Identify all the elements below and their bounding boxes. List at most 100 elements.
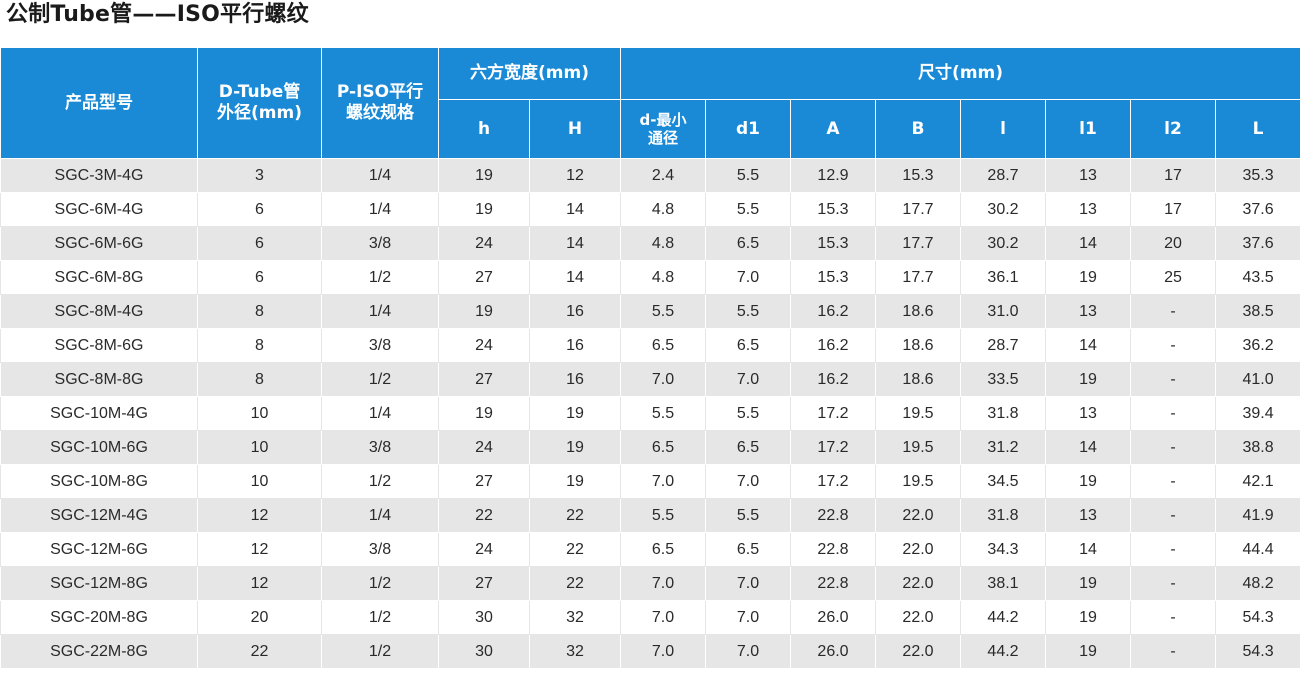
cell-h: 27 bbox=[438, 260, 530, 295]
cell-l: 34.5 bbox=[960, 464, 1046, 499]
cell-l: 36.1 bbox=[960, 260, 1046, 295]
cell-d1: 7.0 bbox=[705, 566, 791, 601]
cell-L: 37.6 bbox=[1214, 226, 1300, 261]
cell-H: 19 bbox=[529, 396, 621, 431]
cell-B: 18.6 bbox=[875, 328, 961, 363]
cell-h: 27 bbox=[438, 362, 530, 397]
table-row: SGC-8M-8G 8 1/2 27 16 7.0 7.0 16.2 18.6 33.5 19-41… bbox=[0, 362, 1300, 397]
cell-L: 48.2 bbox=[1214, 566, 1300, 601]
cell-h: 19 bbox=[438, 192, 530, 227]
cell-d1: 7.0 bbox=[705, 600, 791, 635]
cell-l1: 19 bbox=[1045, 634, 1131, 669]
table-row: SGC-3M-4G 3 1/4 19 12 2.4 5.5 12.9 15.3 28.7 13 17 3… bbox=[0, 158, 1300, 193]
cell-L: 41.0 bbox=[1214, 362, 1300, 397]
cell-l1: 13 bbox=[1045, 396, 1131, 431]
cell-d1: 7.0 bbox=[705, 464, 791, 499]
cell-model: SGC-10M-4G bbox=[0, 396, 198, 431]
header-h: h bbox=[438, 99, 530, 159]
table-header: 产品型号 D-Tube管 外径(mm) P-ISO平行 螺纹规格 六方宽度(mm) … bbox=[0, 47, 1300, 159]
cell-A: 16.2 bbox=[790, 294, 876, 329]
cell-l: 28.7 bbox=[960, 328, 1046, 363]
cell-model: SGC-8M-6G bbox=[0, 328, 198, 363]
table-row: SGC-10M-6G 10 3/8 24 19 6.5 6.5 17.2 19.5 31.2 14-… bbox=[0, 430, 1300, 465]
header-l2: l2 bbox=[1130, 99, 1216, 159]
cell-d: 2.4 bbox=[620, 158, 706, 193]
table-row: SGC-6M-6G 6 3/8 24 14 4.8 6.5 15.3 17.7 30.2 14 20 3… bbox=[0, 226, 1300, 261]
cell-L: 37.6 bbox=[1214, 192, 1300, 227]
cell-H: 12 bbox=[529, 158, 621, 193]
cell-l: 28.7 bbox=[960, 158, 1046, 193]
cell-L: 38.5 bbox=[1214, 294, 1300, 329]
cell-d: 5.5 bbox=[620, 396, 706, 431]
cell-A: 16.2 bbox=[790, 362, 876, 397]
header-thread-line2: 螺纹规格 bbox=[346, 103, 414, 123]
cell-d1: 7.0 bbox=[705, 634, 791, 669]
header-tube-od: D-Tube管 外径(mm) bbox=[197, 47, 322, 159]
cell-d: 6.5 bbox=[620, 532, 706, 567]
cell-thread: 1/2 bbox=[321, 566, 439, 601]
cell-l2: - bbox=[1130, 532, 1216, 567]
cell-h: 27 bbox=[438, 566, 530, 601]
cell-h: 19 bbox=[438, 158, 530, 193]
cell-model: SGC-12M-6G bbox=[0, 532, 198, 567]
table-row: SGC-12M-4G 12 1/4 22 22 5.5 5.5 22.8 22.0 31.8 13-… bbox=[0, 498, 1300, 533]
cell-d1: 6.5 bbox=[705, 226, 791, 261]
cell-tube-od: 10 bbox=[197, 430, 322, 465]
cell-H: 32 bbox=[529, 600, 621, 635]
cell-A: 22.8 bbox=[790, 532, 876, 567]
header-thread: P-ISO平行 螺纹规格 bbox=[321, 47, 439, 159]
cell-H: 22 bbox=[529, 498, 621, 533]
cell-tube-od: 6 bbox=[197, 192, 322, 227]
cell-A: 16.2 bbox=[790, 328, 876, 363]
cell-l: 34.3 bbox=[960, 532, 1046, 567]
cell-H: 19 bbox=[529, 430, 621, 465]
cell-L: 54.3 bbox=[1214, 600, 1300, 635]
cell-d1: 5.5 bbox=[705, 192, 791, 227]
cell-A: 26.0 bbox=[790, 634, 876, 669]
cell-H: 19 bbox=[529, 464, 621, 499]
cell-B: 19.5 bbox=[875, 464, 961, 499]
header-l1: l1 bbox=[1045, 99, 1131, 159]
cell-H: 14 bbox=[529, 226, 621, 261]
cell-tube-od: 3 bbox=[197, 158, 322, 193]
cell-l2: - bbox=[1130, 362, 1216, 397]
cell-l2: - bbox=[1130, 634, 1216, 669]
cell-L: 43.5 bbox=[1214, 260, 1300, 295]
table-row: SGC-10M-8G 10 1/2 27 19 7.0 7.0 17.2 19.5 34.5 19-… bbox=[0, 464, 1300, 499]
cell-l2: - bbox=[1130, 430, 1216, 465]
cell-d: 7.0 bbox=[620, 634, 706, 669]
cell-l1: 19 bbox=[1045, 464, 1131, 499]
cell-L: 42.1 bbox=[1214, 464, 1300, 499]
header-B: B bbox=[875, 99, 961, 159]
cell-h: 24 bbox=[438, 532, 530, 567]
cell-thread: 1/4 bbox=[321, 396, 439, 431]
cell-model: SGC-3M-4G bbox=[0, 158, 198, 193]
cell-l2: - bbox=[1130, 464, 1216, 499]
cell-L: 38.8 bbox=[1214, 430, 1300, 465]
cell-model: SGC-6M-6G bbox=[0, 226, 198, 261]
cell-L: 39.4 bbox=[1214, 396, 1300, 431]
table-row: SGC-10M-4G 10 1/4 19 19 5.5 5.5 17.2 19.5 31.8 13-… bbox=[0, 396, 1300, 431]
cell-B: 17.7 bbox=[875, 260, 961, 295]
cell-d1: 5.5 bbox=[705, 294, 791, 329]
spec-table: 产品型号 D-Tube管 外径(mm) P-ISO平行 螺纹规格 六方宽度(mm) … bbox=[0, 47, 1300, 669]
cell-l1: 14 bbox=[1045, 328, 1131, 363]
cell-h: 22 bbox=[438, 498, 530, 533]
cell-A: 17.2 bbox=[790, 430, 876, 465]
cell-A: 15.3 bbox=[790, 226, 876, 261]
cell-l2: - bbox=[1130, 328, 1216, 363]
header-model-label: 产品型号 bbox=[65, 92, 133, 113]
cell-l2: - bbox=[1130, 566, 1216, 601]
header-dims-group: 尺寸(mm) bbox=[619, 47, 1300, 100]
cell-B: 22.0 bbox=[875, 498, 961, 533]
cell-L: 35.3 bbox=[1214, 158, 1300, 193]
cell-thread: 1/4 bbox=[321, 294, 439, 329]
cell-thread: 1/2 bbox=[321, 634, 439, 669]
header-thread-line1: P-ISO平行 bbox=[336, 82, 424, 102]
cell-h: 24 bbox=[438, 226, 530, 261]
cell-model: SGC-10M-8G bbox=[0, 464, 198, 499]
cell-l2: - bbox=[1130, 498, 1216, 533]
cell-A: 22.8 bbox=[790, 498, 876, 533]
cell-l1: 19 bbox=[1045, 600, 1131, 635]
cell-l: 31.0 bbox=[960, 294, 1046, 329]
